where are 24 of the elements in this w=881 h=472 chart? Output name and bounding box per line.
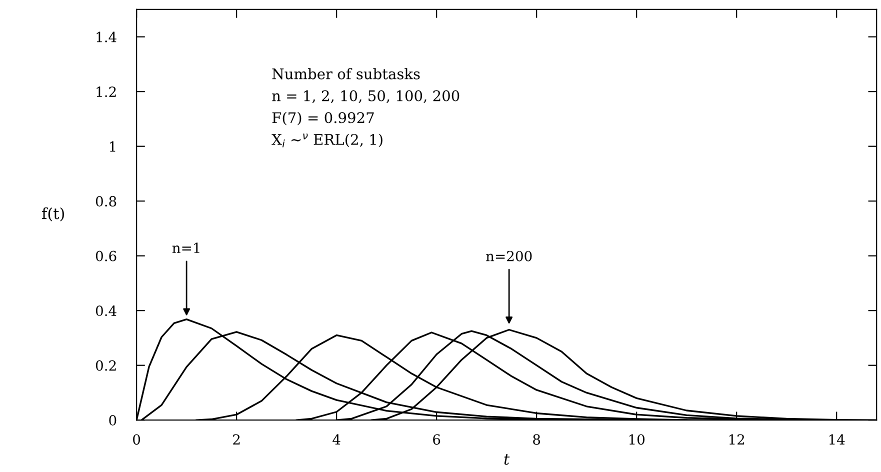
- x-tick-label: 4: [332, 434, 340, 445]
- x-tick-label: 10: [629, 434, 644, 445]
- x-axis-title: t: [504, 454, 510, 465]
- annotation: n=1: [172, 242, 200, 253]
- annotation: n = 1, 2, 10, 50, 100, 200: [272, 90, 460, 104]
- y-tick-label: 0.8: [96, 196, 116, 207]
- x-tick-label: 6: [433, 434, 440, 445]
- y-tick-label: 1: [110, 141, 116, 152]
- annotation: X$_{i}$ ∼$^{ν}$ ERL(2, 1): [272, 134, 382, 148]
- y-axis-title: f(t): [42, 207, 64, 222]
- annotation: n=200: [486, 250, 532, 262]
- x-tick-label: 8: [533, 434, 540, 445]
- y-tick-label: 0.4: [96, 306, 116, 316]
- x-tick-label: 12: [729, 434, 744, 445]
- x-tick-label: 0: [133, 434, 140, 445]
- x-tick-label: 14: [829, 434, 845, 445]
- y-tick-label: 0.2: [96, 360, 116, 371]
- y-tick-label: 1.2: [96, 86, 116, 98]
- x-tick-label: 2: [233, 434, 240, 445]
- y-tick-label: 1.4: [96, 32, 116, 42]
- y-tick-label: 0: [109, 415, 116, 426]
- annotation: Number of subtasks: [272, 68, 420, 80]
- y-tick-label: 0.6: [96, 250, 116, 262]
- annotation: F(7) = 0.9927: [272, 112, 374, 126]
